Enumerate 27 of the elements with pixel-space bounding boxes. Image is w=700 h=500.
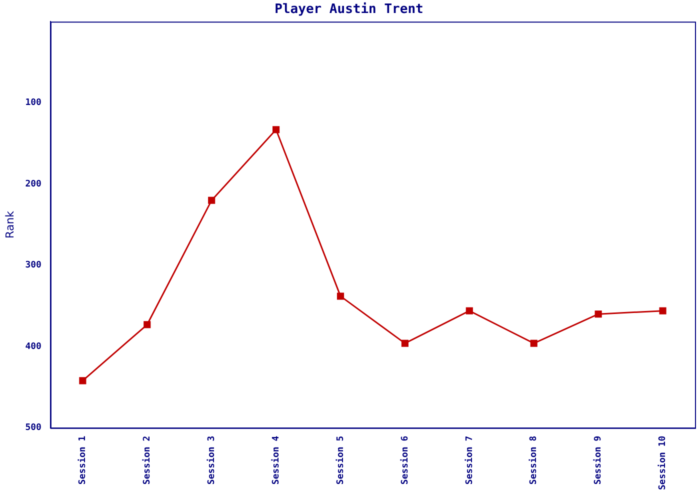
- point: [272, 126, 280, 134]
- point: [401, 340, 408, 347]
- y-tick-label: 300: [25, 260, 42, 271]
- point: [530, 340, 538, 347]
- x-tick-label: Session 9: [592, 436, 604, 485]
- point: [208, 196, 216, 204]
- point: [144, 321, 151, 328]
- point: [594, 310, 602, 318]
- point: [79, 377, 86, 384]
- x-tick-label: Session 3: [206, 436, 217, 485]
- y-tick-label: 200: [25, 179, 42, 190]
- x-tick-label: Session 2: [141, 436, 152, 485]
- point: [659, 307, 666, 314]
- x-tick-label: Session 4: [270, 435, 282, 485]
- y-axis-title: Rank: [3, 210, 16, 238]
- y-tick-label: 400: [25, 342, 42, 352]
- y-tick-label: 100: [25, 98, 42, 108]
- y-tick-label: 500: [25, 423, 42, 434]
- point: [336, 292, 344, 300]
- x-tick-label: Session 1: [77, 436, 88, 485]
- x-tick-label: Session 6: [399, 436, 410, 485]
- point: [466, 307, 473, 314]
- chart-title: Player Austin Trent: [274, 2, 424, 18]
- x-tick-label: Session 8: [528, 436, 540, 485]
- x-tick-label: Session 5: [334, 436, 346, 485]
- x-tick-label: Session 10: [657, 436, 668, 490]
- x-tick-label: Session 7: [464, 436, 475, 485]
